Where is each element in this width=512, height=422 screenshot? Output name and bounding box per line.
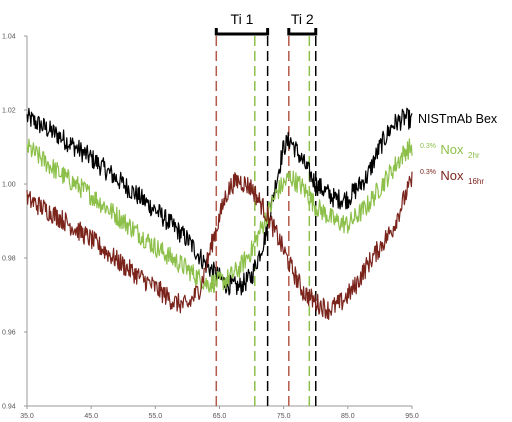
x-tick-label: 75.0 (277, 413, 291, 420)
series-nox-16hr (26, 171, 413, 320)
series-lines (26, 107, 413, 320)
legend-nox-2hr-sub: 2hr (468, 151, 480, 160)
transition-bracket-1 (214, 28, 270, 36)
legend-nox-2hr-prefix: 0.3% (420, 143, 436, 150)
x-tick-label: 45.0 (84, 413, 98, 420)
x-tick-label: 85.0 (341, 413, 355, 420)
transition-brackets: Ti 1 Ti 2 (214, 11, 318, 36)
y-tick-label: 0.96 (2, 330, 16, 337)
x-tick-label: 35.0 (20, 413, 34, 420)
legend-label-nox-16hr: 0.3% Nox 16hr (420, 161, 484, 186)
y-tick-label: 0.94 (2, 404, 16, 411)
x-tick-label: 55.0 (149, 413, 163, 420)
transition-bracket-2 (287, 28, 318, 36)
legend-label-nox-2hr: 0.3% Nox 2hr (420, 135, 480, 160)
legend-label-nistmab: NISTmAb Bex (418, 112, 498, 126)
x-tick-label: 65.0 (213, 413, 227, 420)
y-tick-label: 1.00 (2, 182, 16, 189)
y-tick-label: 1.04 (2, 34, 16, 41)
legend-nox-16hr-main: Nox (440, 168, 464, 183)
legend: NISTmAb Bex 0.3% Nox 2hr 0.3% Nox 16hr (418, 112, 498, 186)
y-tick-label: 1.02 (2, 108, 16, 115)
x-tick-label: 95.0 (405, 413, 419, 420)
transition-label-2: Ti 2 (291, 11, 314, 27)
series-nox-2hr (26, 138, 413, 293)
series-nistmab-bex (26, 107, 413, 296)
transition-label-1: Ti 1 (231, 11, 254, 27)
x-axis-ticks: 35.0 45.0 55.0 65.0 75.0 85.0 95.0 (20, 406, 419, 420)
y-axis-ticks: 0.94 0.96 0.98 1.00 1.02 1.04 (2, 34, 27, 411)
legend-nox-16hr-sub: 16hr (468, 177, 484, 186)
y-tick-label: 0.98 (2, 256, 16, 263)
legend-nox-16hr-prefix: 0.3% (420, 169, 436, 176)
legend-nox-2hr-main: Nox (440, 142, 464, 157)
